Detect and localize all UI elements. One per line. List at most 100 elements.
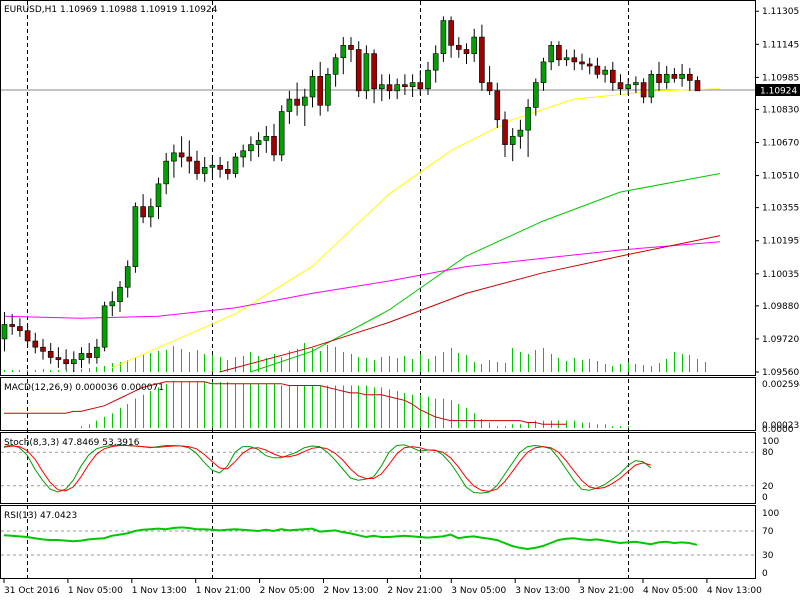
macd-ytick-label: 0.00023 bbox=[762, 421, 799, 431]
candle bbox=[101, 301, 108, 352]
candle-body bbox=[124, 266, 131, 288]
candle bbox=[186, 140, 193, 174]
xtick-label: 4 Nov 13:00 bbox=[707, 586, 762, 596]
candle bbox=[378, 74, 385, 102]
candle-body bbox=[101, 305, 108, 348]
candle bbox=[671, 68, 678, 83]
candle bbox=[448, 16, 454, 58]
candle bbox=[463, 43, 470, 64]
rsi-ytick-label: 30 bbox=[762, 551, 774, 561]
candle bbox=[548, 41, 555, 71]
candle bbox=[32, 332, 39, 354]
candle-body bbox=[155, 183, 162, 207]
candle bbox=[479, 24, 485, 91]
candle bbox=[663, 66, 670, 89]
candle-body bbox=[540, 61, 547, 83]
candle bbox=[640, 78, 647, 104]
candle-body bbox=[325, 73, 331, 106]
candle bbox=[440, 16, 447, 62]
candle bbox=[602, 66, 608, 83]
candle bbox=[455, 37, 462, 58]
xtick-label: 1 Nov 13:00 bbox=[132, 586, 187, 596]
candle-body bbox=[563, 57, 570, 61]
candle bbox=[94, 338, 100, 364]
rsi-ytick-label: 70 bbox=[762, 527, 774, 537]
price-ytick-label: 1.10035 bbox=[762, 270, 799, 280]
candle-body bbox=[517, 129, 524, 137]
candle bbox=[556, 41, 562, 67]
price-panel-title: EURUSD,H1 1.10969 1.10988 1.10919 1.1092… bbox=[4, 5, 218, 15]
candle bbox=[278, 105, 285, 162]
candle bbox=[432, 45, 439, 83]
price-ytick-label: 1.10670 bbox=[762, 139, 799, 149]
xtick-label: 3 Nov 21:00 bbox=[579, 586, 634, 596]
candle bbox=[132, 202, 139, 273]
candle-body bbox=[409, 82, 416, 87]
candle-body bbox=[340, 45, 347, 59]
candle bbox=[417, 70, 424, 95]
candle bbox=[232, 152, 239, 178]
candle-body bbox=[640, 82, 647, 98]
candle bbox=[694, 76, 701, 92]
moving-average-line-0 bbox=[111, 88, 721, 369]
candle-body bbox=[694, 80, 701, 92]
candle-body bbox=[378, 84, 385, 90]
candle-body bbox=[248, 144, 254, 152]
price-ytick-label: 1.10985 bbox=[762, 73, 799, 83]
rsi-ytick-label: 0 bbox=[762, 569, 768, 579]
macd-panel-title: MACD(12,26,9) 0.000036 0.000071 bbox=[4, 383, 164, 393]
xtick-label: 31 Oct 2016 bbox=[4, 586, 60, 596]
candle-body bbox=[263, 136, 270, 141]
candle-body bbox=[463, 49, 470, 54]
candle-body bbox=[78, 353, 85, 360]
candle-body bbox=[17, 326, 23, 331]
rsi-panel-title: RSI(13) 47.0423 bbox=[4, 511, 77, 521]
candle-body bbox=[432, 53, 439, 71]
candle bbox=[47, 343, 54, 364]
candle-body bbox=[217, 164, 223, 170]
candle-body bbox=[371, 53, 377, 90]
candle-body bbox=[309, 76, 316, 98]
candle-body bbox=[679, 73, 685, 79]
candle bbox=[502, 111, 508, 157]
candle-body bbox=[471, 36, 478, 54]
candle bbox=[486, 66, 493, 95]
candle-body bbox=[117, 286, 123, 303]
candle bbox=[579, 53, 585, 71]
candle-body bbox=[617, 82, 624, 90]
candle bbox=[78, 347, 85, 368]
candle bbox=[86, 343, 92, 364]
price-panel-frame bbox=[0, 0, 756, 376]
candle bbox=[686, 68, 693, 91]
candle-body bbox=[394, 84, 401, 92]
candle bbox=[563, 49, 570, 67]
candle bbox=[532, 78, 539, 116]
macd-panel-frame bbox=[0, 377, 756, 431]
candle-body bbox=[571, 57, 578, 63]
candle-body bbox=[602, 69, 608, 75]
candle bbox=[55, 347, 62, 368]
candle-body bbox=[402, 84, 408, 87]
candle bbox=[325, 68, 331, 112]
candle bbox=[571, 49, 578, 71]
candle bbox=[255, 132, 262, 157]
candle bbox=[540, 57, 547, 91]
candle-body bbox=[417, 82, 424, 90]
candle-body bbox=[94, 346, 100, 358]
price-ytick-label: 1.10830 bbox=[762, 105, 799, 115]
candle-body bbox=[255, 140, 262, 145]
candle-body bbox=[294, 98, 300, 106]
xtick-label: 2 Nov 21:00 bbox=[387, 586, 442, 596]
candle bbox=[263, 125, 270, 153]
stoch-panel-frame bbox=[0, 432, 756, 504]
candle bbox=[609, 61, 616, 91]
candle-body bbox=[648, 73, 655, 98]
candle-body bbox=[663, 73, 670, 83]
candle bbox=[363, 45, 370, 100]
candle-body bbox=[148, 206, 154, 218]
candle bbox=[517, 119, 524, 149]
candle bbox=[271, 123, 277, 162]
candle bbox=[594, 57, 601, 79]
macd-signal-line bbox=[4, 381, 567, 425]
candle bbox=[317, 61, 324, 116]
